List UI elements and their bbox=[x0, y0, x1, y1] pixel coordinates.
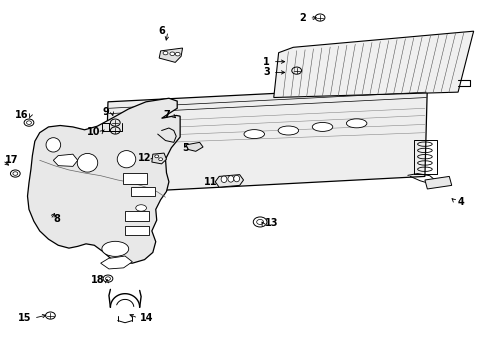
Circle shape bbox=[175, 52, 180, 56]
Ellipse shape bbox=[227, 176, 233, 182]
Text: 6: 6 bbox=[158, 26, 164, 36]
Text: 16: 16 bbox=[15, 111, 28, 121]
Polygon shape bbox=[424, 176, 451, 189]
Text: 14: 14 bbox=[140, 313, 153, 323]
Text: 2: 2 bbox=[299, 13, 306, 23]
Ellipse shape bbox=[244, 130, 264, 139]
Text: 1: 1 bbox=[263, 57, 269, 67]
Text: 11: 11 bbox=[203, 177, 217, 187]
Ellipse shape bbox=[233, 175, 239, 182]
Ellipse shape bbox=[117, 150, 136, 168]
Ellipse shape bbox=[46, 138, 61, 152]
FancyBboxPatch shape bbox=[122, 173, 147, 184]
Text: 12: 12 bbox=[138, 153, 151, 163]
Polygon shape bbox=[159, 48, 182, 62]
Text: 18: 18 bbox=[91, 275, 105, 285]
Text: 15: 15 bbox=[18, 313, 32, 323]
FancyBboxPatch shape bbox=[125, 211, 149, 221]
Ellipse shape bbox=[278, 126, 298, 135]
Polygon shape bbox=[101, 256, 132, 269]
Circle shape bbox=[163, 51, 167, 55]
Polygon shape bbox=[105, 86, 427, 193]
Text: 10: 10 bbox=[86, 127, 100, 136]
Text: 13: 13 bbox=[264, 218, 278, 228]
Circle shape bbox=[169, 52, 174, 55]
FancyBboxPatch shape bbox=[125, 226, 149, 234]
Polygon shape bbox=[27, 98, 180, 263]
Circle shape bbox=[158, 158, 162, 161]
Text: 17: 17 bbox=[5, 155, 18, 165]
Polygon shape bbox=[273, 31, 473, 98]
Circle shape bbox=[155, 155, 158, 158]
Polygon shape bbox=[152, 153, 166, 164]
Text: 7: 7 bbox=[163, 111, 169, 121]
Ellipse shape bbox=[136, 205, 146, 211]
FancyBboxPatch shape bbox=[131, 187, 155, 196]
Polygon shape bbox=[185, 142, 203, 151]
Text: 5: 5 bbox=[182, 143, 189, 153]
Ellipse shape bbox=[77, 153, 98, 172]
Text: 3: 3 bbox=[263, 67, 269, 77]
Polygon shape bbox=[53, 154, 78, 166]
Text: 9: 9 bbox=[102, 107, 109, 117]
Text: 4: 4 bbox=[457, 197, 464, 207]
Ellipse shape bbox=[221, 176, 226, 183]
Polygon shape bbox=[215, 175, 243, 187]
Ellipse shape bbox=[312, 122, 332, 131]
Ellipse shape bbox=[102, 241, 128, 256]
Ellipse shape bbox=[346, 119, 366, 128]
Text: 8: 8 bbox=[53, 215, 60, 224]
